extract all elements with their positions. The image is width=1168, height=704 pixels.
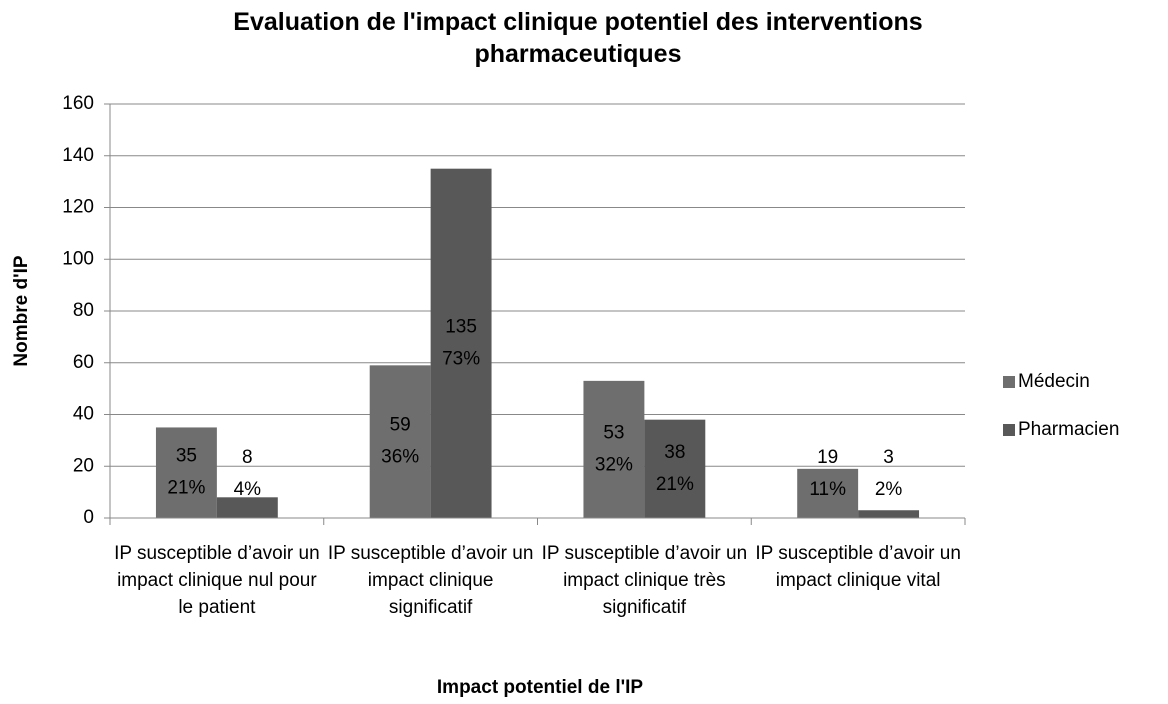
data-label: 32%	[595, 454, 633, 475]
data-label: 73%	[442, 348, 480, 369]
bar	[430, 168, 492, 518]
bar	[797, 468, 859, 518]
y-tick-label: 40	[73, 404, 94, 425]
x-tick-label: IP susceptible d’avoir un impact cliniqu…	[755, 543, 961, 591]
legend-swatch	[1003, 376, 1015, 388]
chart-title: Evaluation de l'impact clinique potentie…	[233, 8, 923, 68]
y-tick-label: 140	[62, 145, 94, 166]
data-label: 36%	[381, 447, 419, 468]
data-label: 53	[603, 422, 624, 443]
data-label: 8	[242, 447, 253, 468]
x-tick-label: IP susceptible d’avoir un impact cliniqu…	[327, 543, 534, 618]
data-label: 2%	[875, 479, 903, 500]
y-tick-label: 80	[73, 300, 94, 321]
bar	[216, 497, 278, 518]
x-tick-label: IP susceptible d’avoir un impact cliniqu…	[541, 543, 748, 618]
bar	[644, 419, 706, 518]
data-label: 21%	[656, 474, 694, 495]
data-label: 59	[390, 415, 411, 436]
data-label: 19	[817, 447, 838, 468]
bar	[155, 427, 217, 518]
data-label: 4%	[234, 479, 262, 500]
data-label: 35	[176, 446, 197, 467]
y-tick-label: 20	[73, 455, 94, 476]
bar	[583, 380, 645, 518]
y-tick-label: 100	[62, 248, 94, 269]
legend-swatch	[1003, 424, 1015, 436]
x-tick-label: IP susceptible d’avoir un impact cliniqu…	[114, 543, 320, 618]
y-tick-label: 60	[73, 352, 94, 373]
y-tick-label: 120	[62, 197, 94, 218]
bar	[369, 365, 431, 518]
data-label: 21%	[167, 478, 205, 499]
legend-label: Médecin	[1018, 371, 1090, 392]
bar	[858, 510, 920, 518]
y-tick-label: 160	[62, 93, 94, 114]
data-label: 38	[664, 442, 685, 463]
data-label: 135	[445, 316, 477, 337]
x-axis-label: Impact potentiel de l'IP	[436, 677, 644, 698]
y-tick-label: 0	[83, 507, 94, 528]
legend-label: Pharmacien	[1018, 419, 1119, 440]
y-axis-label: Nombre d'IP	[11, 255, 32, 366]
data-label: 11%	[809, 479, 846, 500]
data-label: 3	[883, 447, 894, 468]
